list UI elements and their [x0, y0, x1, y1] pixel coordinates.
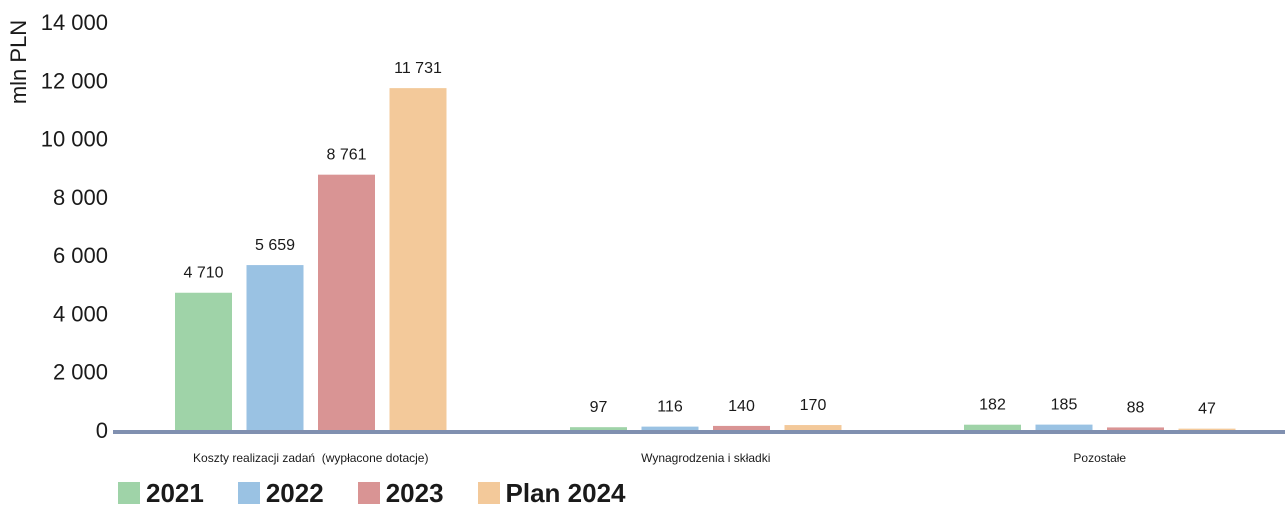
- y-tick-label: 14 000: [41, 10, 108, 35]
- value-labels: 4 710 5 659 8 761 11 731 97 116 140 170 182 185 88…: [183, 60, 1216, 418]
- bar: [570, 427, 627, 430]
- y-tick-label: 8 000: [53, 185, 108, 210]
- bars: [175, 88, 1236, 430]
- bar-value-label: 97: [590, 399, 608, 416]
- bar-value-label: 8 761: [326, 147, 366, 164]
- y-tick-label: 6 000: [53, 243, 108, 268]
- bar-value-label: 47: [1198, 401, 1216, 418]
- legend-label: Plan 2024: [505, 478, 626, 508]
- bar: [1035, 424, 1093, 430]
- legend-label: 2023: [385, 478, 444, 508]
- bar: [964, 424, 1021, 430]
- legend-item: 2022: [237, 478, 324, 508]
- legend-item: 2023: [357, 478, 444, 508]
- bar: [175, 292, 232, 430]
- bar-value-label: 116: [657, 399, 683, 416]
- legend-swatch: [477, 482, 500, 504]
- category-label: Koszty realizacji zadań (wypłacone dotac…: [193, 451, 428, 465]
- legend-swatch: [118, 482, 140, 504]
- bar: [784, 425, 842, 430]
- category-labels: Koszty realizacji zadań (wypłacone dotac…: [193, 451, 1126, 465]
- bar: [1107, 427, 1164, 430]
- y-tick-label: 10 000: [41, 127, 108, 152]
- bar-value-label: 88: [1127, 399, 1145, 416]
- y-tick-label: 0: [96, 418, 108, 443]
- bar-chart-plot: mln PLN 0 2 000 4 000 6 000 8 000 10 000 12 00…: [6, 10, 1285, 465]
- y-tick-label: 12 000: [41, 68, 108, 93]
- y-axis-ticks: 0 2 000 4 000 6 000 8 000 10 000 12 000 14 000: [41, 10, 108, 443]
- legend-label: 2021: [146, 478, 204, 508]
- legend-swatch: [237, 482, 260, 504]
- bar: [246, 265, 304, 430]
- bar: [318, 174, 375, 430]
- bar: [713, 425, 770, 430]
- legend: 2021 2022 2023 Plan 2024: [118, 478, 660, 508]
- bar-value-label: 140: [728, 398, 755, 415]
- bar-value-label: 170: [800, 397, 827, 414]
- bar: [1178, 428, 1236, 430]
- legend-item: 2021: [118, 480, 204, 506]
- category-label: Pozostałe: [1073, 451, 1126, 465]
- category-label: Wynagrodzenia i składki: [641, 451, 770, 465]
- y-axis-label: mln PLN: [6, 20, 31, 104]
- legend-item: Plan 2024: [477, 478, 626, 508]
- bar-value-label: 185: [1051, 397, 1078, 414]
- bar-value-label: 5 659: [255, 237, 295, 254]
- legend-label: 2022: [265, 478, 324, 508]
- legend-swatch: [357, 482, 380, 504]
- bar-value-label: 4 710: [183, 265, 223, 282]
- bar: [641, 426, 699, 430]
- bar: [389, 88, 447, 430]
- y-tick-label: 4 000: [53, 301, 108, 326]
- bar-value-label: 11 731: [394, 60, 442, 77]
- y-tick-label: 2 000: [53, 360, 108, 385]
- bar-value-label: 182: [979, 397, 1006, 414]
